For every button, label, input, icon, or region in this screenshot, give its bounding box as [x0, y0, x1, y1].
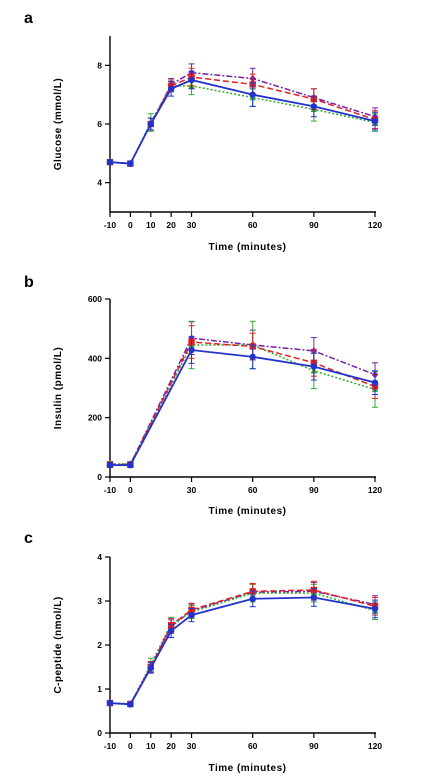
x-tick-label: 0 — [128, 485, 133, 495]
y-tick-label: 200 — [88, 413, 102, 423]
data-point — [147, 664, 154, 672]
y-tick-label: 6 — [97, 119, 102, 129]
y-tick-label: 2 — [97, 640, 102, 650]
data-point — [371, 605, 379, 613]
x-tick-label: -10 — [104, 485, 117, 495]
series-line — [110, 337, 376, 465]
data-point — [127, 461, 134, 469]
data-point — [188, 611, 195, 619]
x-tick-label: 60 — [248, 220, 258, 230]
x-tick-label: -10 — [104, 220, 117, 230]
data-point — [371, 117, 379, 125]
x-tick-label: 120 — [368, 741, 382, 751]
data-point — [106, 699, 114, 707]
data-point — [127, 160, 134, 167]
series-line — [109, 590, 376, 705]
series-2 — [106, 76, 379, 167]
x-tick-label: 10 — [146, 220, 156, 230]
data-point — [167, 85, 175, 93]
series-line — [110, 344, 376, 465]
data-point — [106, 461, 114, 469]
data-point — [188, 346, 195, 354]
x-tick-label: 90 — [309, 485, 319, 495]
series-1 — [106, 67, 379, 167]
x-axis-title: Time (minutes) — [209, 506, 287, 517]
series-3 — [106, 321, 379, 469]
panel-letter: b — [24, 274, 34, 291]
y-axis-title: Insulin (pmol/L) — [53, 347, 64, 429]
y-tick-label: 0 — [97, 472, 102, 482]
panel-letter: a — [24, 10, 33, 27]
data-point — [371, 379, 379, 386]
data-point — [249, 595, 256, 602]
data-point — [310, 594, 318, 601]
x-tick-label: 60 — [248, 485, 258, 495]
x-tick-label: 120 — [368, 220, 382, 230]
series-line — [109, 76, 376, 165]
series-line — [109, 79, 376, 165]
x-tick-label: 60 — [248, 741, 258, 751]
x-tick-label: 30 — [187, 485, 197, 495]
data-point — [188, 76, 195, 84]
data-point — [310, 363, 318, 370]
x-tick-label: 90 — [309, 741, 319, 751]
y-tick-label: 600 — [88, 294, 102, 304]
series-0 — [106, 588, 379, 708]
data-point — [249, 353, 256, 361]
x-tick-label: 20 — [166, 220, 176, 230]
panel-a: a 4 6 8 -10 0 10 20 30 60 90 120 Time (minutes) Gluco… — [24, 10, 382, 253]
panel-letter: c — [24, 530, 33, 547]
series-0 — [106, 336, 379, 469]
data-point — [310, 103, 318, 110]
data-point — [106, 158, 114, 166]
data-point — [249, 91, 256, 98]
data-point — [147, 120, 154, 128]
x-tick-label: 90 — [309, 220, 319, 230]
x-tick-label: 10 — [146, 741, 156, 751]
x-tick-label: 30 — [187, 220, 197, 230]
y-tick-label: 8 — [97, 60, 102, 70]
y-axis-title: C-peptide (nmol/L) — [53, 596, 64, 693]
x-tick-label: 0 — [128, 741, 133, 751]
series-1 — [106, 580, 379, 708]
series-2 — [106, 320, 379, 467]
x-tick-label: 30 — [187, 741, 197, 751]
x-tick-label: -10 — [104, 741, 117, 751]
x-axis-title: Time (minutes) — [209, 763, 287, 774]
x-tick-label: 20 — [166, 741, 176, 751]
y-tick-label: 4 — [97, 552, 102, 562]
y-axis-title: Glucose (mmol/L) — [53, 78, 64, 170]
series-0 — [106, 70, 379, 167]
series-3 — [106, 63, 379, 168]
data-point — [127, 701, 134, 708]
x-tick-label: 120 — [368, 485, 382, 495]
series-1 — [106, 325, 379, 468]
series-line — [109, 589, 376, 705]
data-point — [167, 627, 175, 635]
series-line — [110, 349, 376, 467]
series-line — [109, 596, 376, 706]
series-line — [110, 341, 376, 466]
y-tick-label: 400 — [88, 353, 102, 363]
x-tick-label: 0 — [128, 220, 133, 230]
y-tick-label: 1 — [97, 684, 102, 694]
y-tick-label: 0 — [97, 728, 102, 738]
y-tick-label: 3 — [97, 596, 102, 606]
series-line — [109, 592, 376, 705]
y-tick-label: 4 — [97, 178, 102, 188]
x-axis-title: Time (minutes) — [209, 242, 287, 253]
